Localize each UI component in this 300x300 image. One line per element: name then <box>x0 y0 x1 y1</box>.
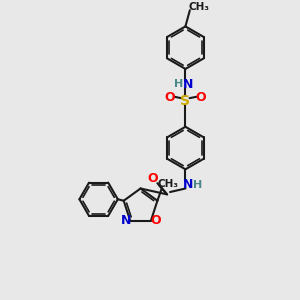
Text: H: H <box>193 180 203 190</box>
Text: CH₃: CH₃ <box>157 179 178 190</box>
Text: N: N <box>121 214 131 227</box>
Text: O: O <box>148 172 158 185</box>
Text: O: O <box>196 91 206 104</box>
Text: N: N <box>183 78 193 91</box>
Text: H: H <box>174 79 184 89</box>
Text: O: O <box>165 91 176 104</box>
Text: N: N <box>183 178 193 191</box>
Text: S: S <box>180 94 190 108</box>
Text: O: O <box>150 214 161 227</box>
Text: CH₃: CH₃ <box>188 2 209 12</box>
